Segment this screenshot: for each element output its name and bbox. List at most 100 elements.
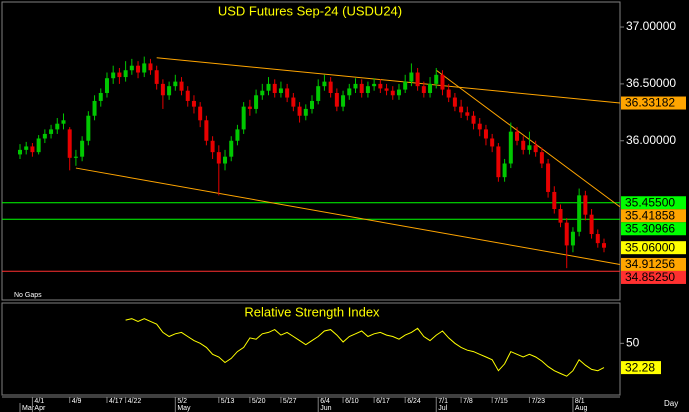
candle-body: [459, 106, 464, 113]
candle-body: [384, 88, 389, 91]
x-tick-label: 6/24: [407, 398, 421, 405]
price-tag-label: 35.30966: [625, 221, 675, 235]
price-tag-label: 34.91256: [625, 257, 675, 271]
candle-body: [508, 131, 513, 164]
x-tick-label: 4/9: [72, 398, 82, 405]
candle-body: [160, 83, 165, 96]
candle-body: [18, 149, 22, 155]
trendline: [435, 69, 621, 208]
candle-body: [316, 86, 321, 101]
candle-body: [409, 72, 414, 82]
x-tick-label: 6/4: [320, 398, 330, 405]
trendline: [75, 167, 621, 265]
candle-body: [241, 106, 246, 130]
candle-body: [552, 191, 557, 210]
price-tag: [621, 270, 686, 284]
candle-body: [55, 123, 60, 130]
x-unit-label: Day: [664, 399, 678, 408]
candle-body: [353, 83, 358, 89]
candle-body: [365, 86, 370, 93]
candle-body: [73, 156, 78, 158]
candle-body: [272, 83, 277, 93]
candle-body: [583, 195, 588, 215]
no-gaps-note: No Gaps: [14, 292, 42, 299]
candle-body: [154, 70, 159, 84]
candle-body: [254, 95, 259, 109]
candle-body: [490, 138, 495, 147]
x-tick-label: 7/1: [438, 398, 448, 405]
candle-body: [86, 115, 91, 141]
candle-body: [533, 145, 538, 153]
candle-body: [602, 243, 606, 248]
candle-body: [173, 81, 178, 87]
rsi-panel-frame: [1, 302, 621, 396]
candle-body: [104, 78, 109, 93]
candle-body: [266, 83, 271, 91]
x-tick-label: 5/13: [221, 398, 235, 405]
candle-body: [564, 222, 569, 246]
rsi-line: [125, 318, 605, 377]
candle-body: [347, 88, 352, 96]
candle-body: [570, 231, 575, 246]
candle-body: [378, 83, 383, 89]
candle-body: [297, 106, 302, 116]
price-tag-label: 34.85250: [625, 270, 675, 284]
candle-body: [185, 90, 190, 101]
candle-body: [191, 100, 196, 107]
month-label: Jun: [320, 405, 331, 412]
price-tag-label: 35.06000: [625, 240, 675, 254]
candle-body: [80, 140, 85, 157]
candle-body: [98, 92, 103, 101]
candle-body: [595, 234, 600, 244]
candle-body: [117, 72, 122, 78]
candle-body: [67, 129, 72, 158]
rsi-tag-label: 32.28: [625, 360, 655, 374]
candle-body: [285, 88, 290, 98]
candle-body: [496, 146, 501, 178]
candle-body: [515, 131, 520, 141]
price-tag: [621, 241, 686, 255]
candle-body: [92, 100, 97, 116]
month-label: Apr: [34, 405, 46, 412]
candle-body: [421, 86, 426, 93]
x-tick-label: 8/1: [575, 398, 585, 405]
x-tick-label: 5/27: [283, 398, 297, 405]
x-tick-label: 6/10: [345, 398, 359, 405]
candle-body: [247, 106, 252, 109]
price-tag-label: 35.41858: [625, 208, 675, 222]
month-label: Jul: [438, 405, 447, 412]
rsi-title: Relative Strength Index: [244, 304, 380, 319]
candle-body: [477, 123, 482, 130]
month-label: Aug: [575, 405, 588, 412]
rsi-tick-label: 50: [626, 336, 640, 350]
candle-body: [167, 86, 172, 96]
candle-body: [61, 120, 66, 124]
price-tag-label: 36.33182: [625, 96, 675, 110]
candle-body: [129, 65, 134, 71]
candle-body: [527, 145, 532, 150]
price-tag: [621, 96, 686, 110]
candle-body: [334, 92, 339, 107]
x-tick-label: 7/8: [463, 398, 473, 405]
candle-body: [179, 81, 184, 91]
candle-body: [539, 152, 544, 164]
candle-body: [465, 112, 470, 116]
candle-body: [452, 97, 457, 107]
candle-body: [235, 129, 240, 141]
candle-body: [260, 90, 265, 96]
candle-body: [558, 209, 563, 223]
candle-body: [390, 90, 395, 96]
candle-body: [123, 70, 128, 78]
price-tag: [621, 209, 686, 223]
candle-body: [341, 95, 346, 107]
candle-body: [440, 74, 445, 90]
candle-body: [216, 152, 221, 164]
price-tag: [621, 222, 686, 236]
candle-body: [372, 83, 377, 87]
candle-body: [310, 100, 314, 109]
candle-body: [24, 146, 29, 150]
candle-body: [148, 63, 153, 71]
candle-body: [502, 163, 507, 178]
chart-title: USD Futures Sep-24 (USDU24): [218, 3, 402, 18]
